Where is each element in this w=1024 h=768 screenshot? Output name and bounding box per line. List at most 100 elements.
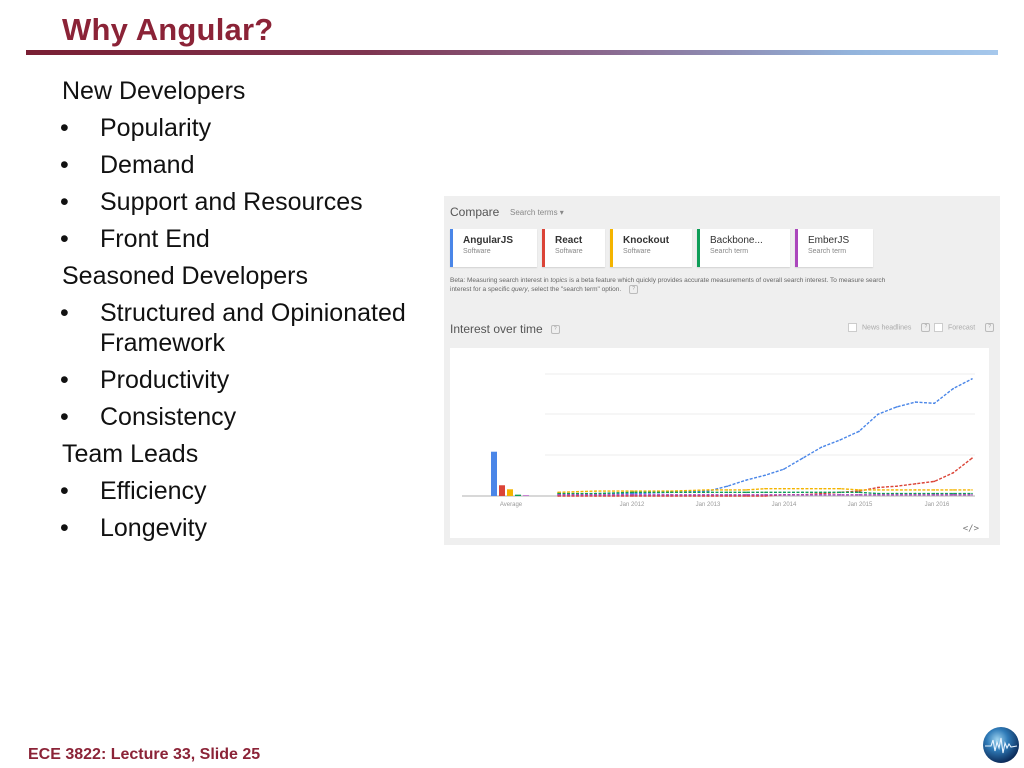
news-headlines-checkbox[interactable]	[848, 323, 857, 332]
average-bar-2	[507, 489, 513, 496]
x-tick-label: Jan 2013	[696, 502, 721, 508]
term-card[interactable]: React Software	[542, 229, 605, 267]
data-point	[764, 491, 766, 494]
data-point	[952, 489, 954, 491]
data-point	[877, 492, 879, 495]
google-trends-screenshot: Compare Search terms ▾ AngularJS Software…	[444, 196, 1000, 545]
data-point	[801, 457, 804, 459]
data-point	[726, 493, 729, 496]
title-divider	[26, 50, 998, 55]
section-heading: New Developers	[62, 77, 246, 105]
term-name: AngularJS	[463, 235, 514, 246]
data-point	[952, 493, 954, 496]
interest-title-text: Interest over time	[450, 322, 543, 336]
data-point	[783, 468, 785, 470]
bullet-item: Popularity	[60, 113, 422, 143]
data-point	[820, 491, 823, 494]
data-point	[632, 491, 635, 494]
average-bar-4	[523, 495, 529, 496]
embed-icon[interactable]: </>	[962, 524, 979, 534]
data-point	[839, 491, 842, 494]
data-point	[745, 495, 747, 497]
data-point	[783, 491, 785, 494]
data-point	[801, 487, 804, 490]
x-tick-label: Jan 2012	[620, 502, 645, 508]
beta-query: query	[511, 286, 528, 294]
data-point	[895, 492, 898, 495]
data-point	[594, 493, 597, 496]
term-card[interactable]: EmberJS Search term	[795, 229, 873, 267]
data-point	[933, 402, 936, 405]
forecast-option[interactable]: Forecast ?	[934, 323, 995, 332]
data-point	[952, 492, 954, 495]
slide-footer: ECE 3822: Lecture 33, Slide 25	[28, 746, 261, 763]
data-point	[858, 490, 860, 492]
x-tick-label: Jan 2014	[772, 502, 797, 508]
data-point	[952, 387, 954, 390]
bullet-item: Consistency	[60, 402, 422, 432]
term-type: Search term	[808, 248, 847, 255]
interest-chart: Average Jan 2012 Jan 2013 Jan 2014 Jan 2015 J…	[450, 348, 989, 538]
x-tick-label: Jan 2016	[925, 502, 950, 508]
help-icon[interactable]: ?	[921, 323, 931, 332]
term-card[interactable]: AngularJS Software	[450, 229, 537, 267]
university-logo	[983, 727, 1019, 763]
data-point	[783, 487, 785, 490]
term-card[interactable]: Knockout Software	[610, 229, 692, 267]
term-type: Software	[463, 248, 491, 255]
term-name: Backbone...	[710, 235, 763, 246]
data-point	[877, 493, 879, 496]
term-card[interactable]: Backbone... Search term	[697, 229, 790, 267]
news-headlines-option[interactable]: News headlines ?	[848, 323, 931, 332]
data-point	[933, 480, 936, 483]
data-point	[858, 491, 860, 494]
data-point	[670, 491, 672, 494]
data-point	[707, 491, 710, 494]
data-point	[764, 487, 766, 490]
data-point	[877, 413, 879, 416]
help-icon[interactable]: ?	[629, 285, 639, 294]
data-point	[783, 493, 785, 496]
data-point	[670, 495, 672, 497]
compare-label: Compare	[450, 205, 500, 219]
data-point	[971, 493, 973, 496]
data-point	[801, 491, 804, 494]
data-point	[914, 493, 917, 496]
data-point	[839, 487, 842, 490]
data-point	[594, 492, 597, 495]
data-point	[820, 493, 823, 496]
data-point	[971, 492, 973, 495]
data-point	[670, 490, 672, 492]
forecast-checkbox[interactable]	[934, 323, 943, 332]
data-point	[914, 492, 917, 495]
data-point	[707, 495, 710, 497]
data-point	[895, 406, 898, 408]
data-point	[594, 490, 597, 492]
series-line-0	[557, 378, 973, 496]
data-point	[764, 495, 766, 497]
help-icon[interactable]: ?	[550, 325, 560, 335]
term-type: Software	[555, 248, 583, 255]
section-heading: Seasoned Developers	[62, 262, 308, 290]
data-point	[594, 495, 597, 497]
bullet-item: Longevity	[60, 513, 422, 543]
data-point	[933, 493, 936, 496]
average-bar-0	[491, 451, 497, 496]
bullet-item: Demand	[60, 150, 422, 180]
data-point	[971, 489, 973, 491]
data-point	[632, 490, 635, 492]
help-icon[interactable]: ?	[985, 323, 995, 332]
data-point	[877, 486, 879, 489]
data-point	[670, 493, 672, 496]
data-point	[839, 439, 842, 441]
data-point	[933, 492, 936, 495]
interest-over-time-title: Interest over time?	[450, 322, 560, 336]
data-point	[858, 489, 860, 491]
data-point	[726, 491, 729, 494]
data-point	[557, 492, 559, 495]
data-point	[895, 485, 898, 488]
search-terms-dropdown[interactable]: Search terms ▾	[510, 208, 564, 217]
data-point	[707, 489, 710, 491]
term-name: React	[555, 235, 583, 246]
data-point	[971, 457, 973, 459]
